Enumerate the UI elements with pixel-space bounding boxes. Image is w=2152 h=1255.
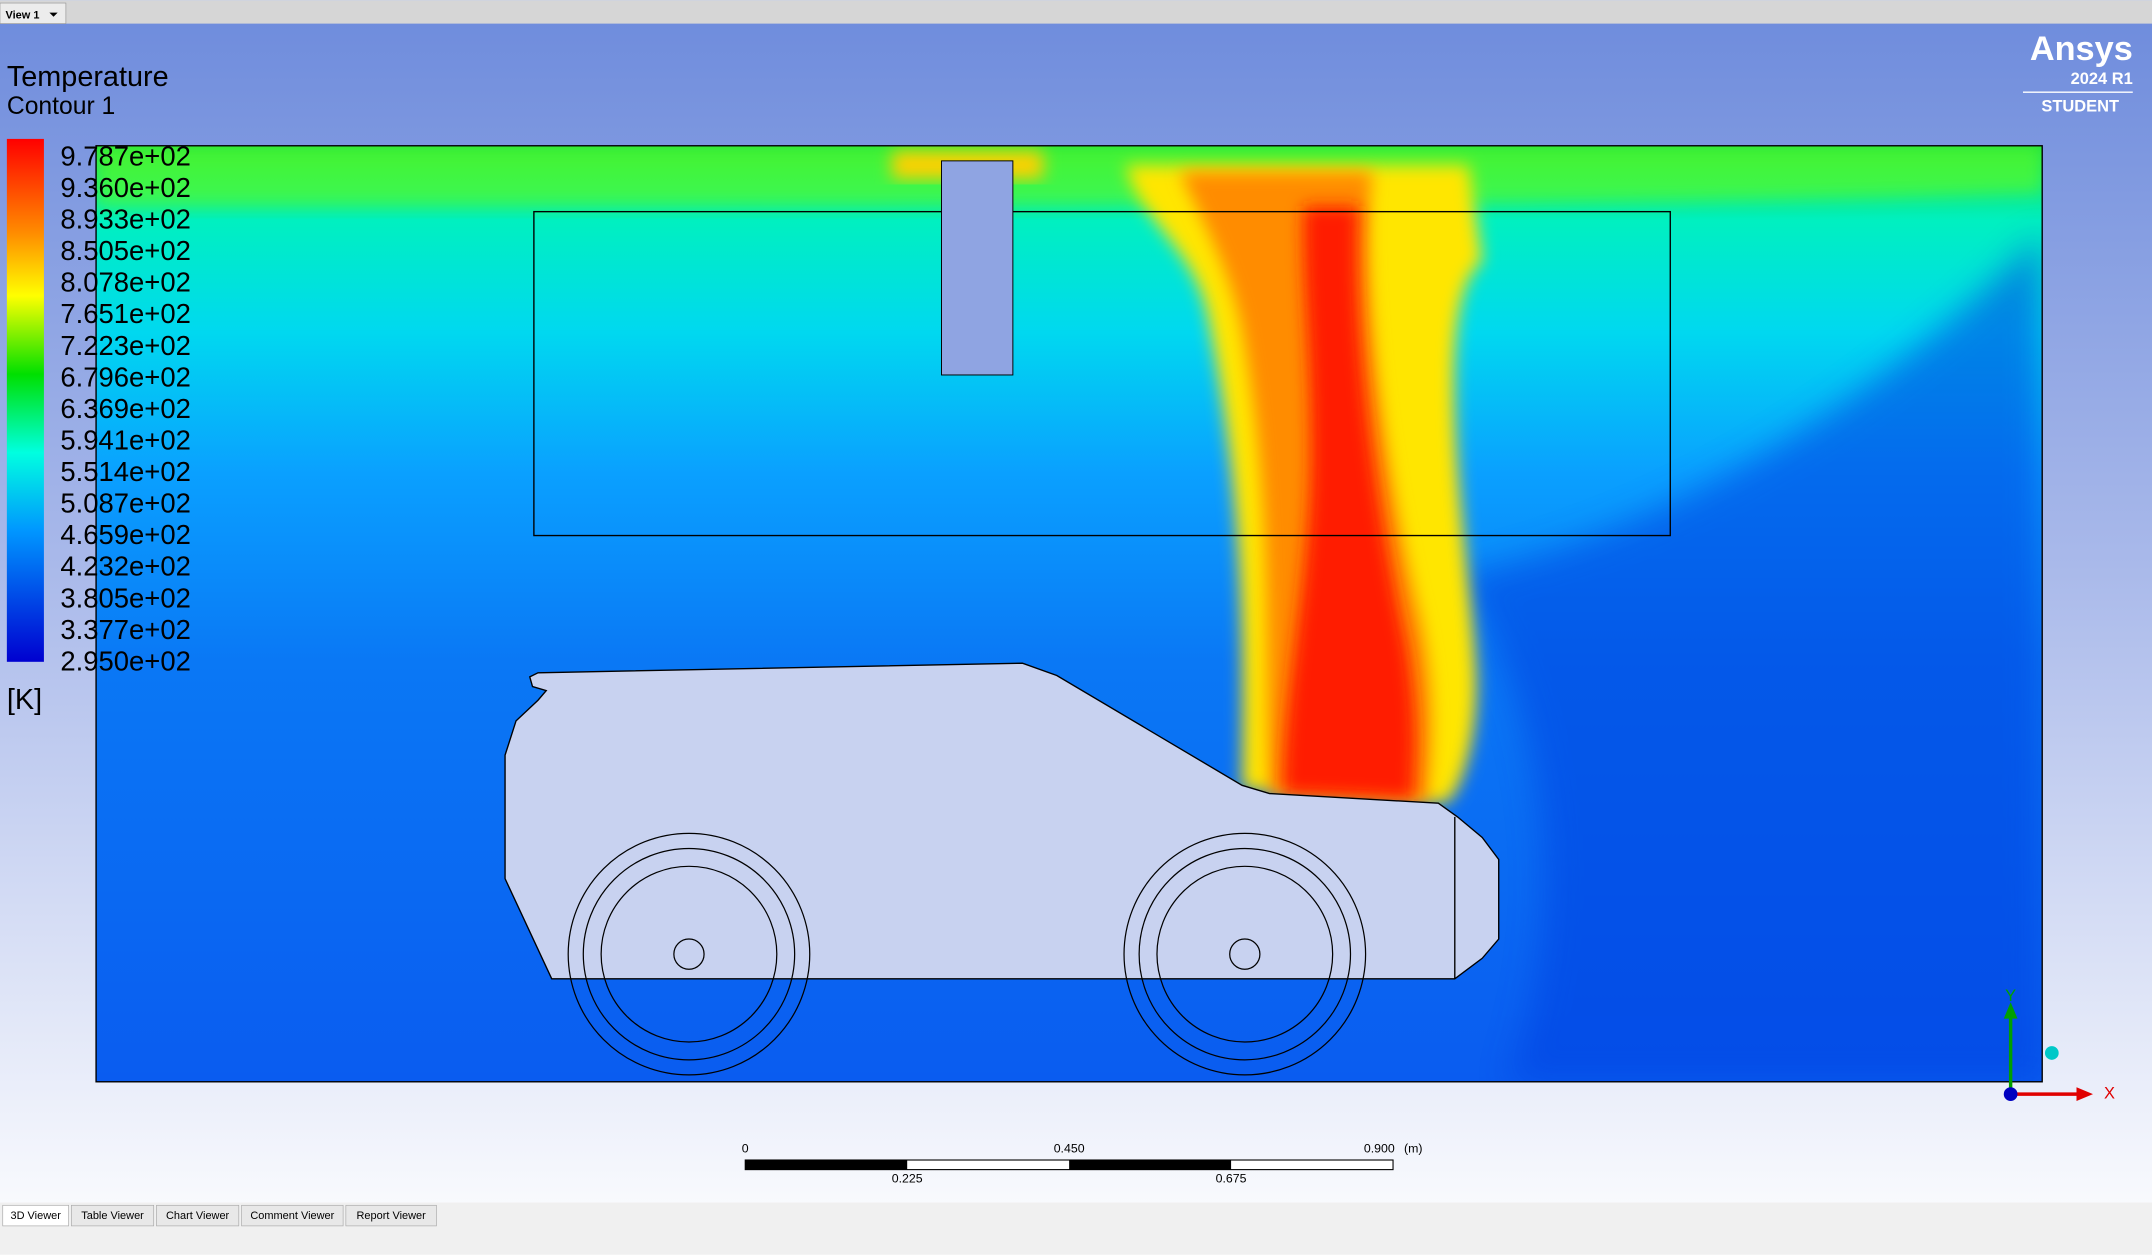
top-bar	[0, 0, 2152, 24]
legend-unit: [K]	[7, 684, 42, 716]
zone-box	[533, 210, 1671, 537]
scale-unit: (m)	[1404, 1141, 1423, 1155]
view-tab[interactable]	[0, 2, 67, 24]
scale-label: 0	[742, 1141, 749, 1155]
scale-label: 0.450	[1054, 1141, 1085, 1155]
tab-bar: 3D Viewer Table Viewer Chart Viewer Comment…	[2, 1204, 437, 1227]
legend-label: 8.933e+02	[60, 204, 190, 235]
tab[interactable]	[71, 1204, 155, 1227]
legend-label: 4.232e+02	[60, 551, 190, 582]
dropdown-arrow	[49, 12, 58, 17]
legend-label: 7.651e+02	[60, 298, 190, 329]
logo-brand: Ansys	[2030, 30, 2133, 68]
tab[interactable]	[156, 1204, 240, 1227]
wheels	[567, 832, 1367, 1076]
legend-label: 5.941e+02	[60, 424, 190, 455]
plume-core	[1283, 206, 1416, 800]
triad-x: X	[2104, 1084, 2115, 1102]
legend-label: 5.087e+02	[60, 488, 190, 519]
tab-label: Chart Viewer	[166, 1210, 230, 1222]
legend-label: 3.805e+02	[60, 582, 190, 613]
logo-edition: STUDENT	[2041, 98, 2119, 116]
legend-label: 6.369e+02	[60, 393, 190, 424]
logo-version: 2024 R1	[2071, 70, 2133, 88]
legend-label: 4.659e+02	[60, 519, 190, 550]
domain-outline	[95, 145, 2043, 1083]
tab-label: 3D Viewer	[10, 1210, 61, 1222]
color-bar	[6, 138, 44, 662]
legend-labels: 9.787e+029.360e+028.933e+028.505e+028.07…	[60, 140, 190, 676]
axis-triad	[2003, 1002, 2093, 1101]
tab-label: Report Viewer	[356, 1210, 426, 1222]
legend-label: 7.223e+02	[60, 330, 190, 361]
triad-y: Y	[2005, 987, 2016, 1005]
legend-label: 9.360e+02	[60, 172, 190, 203]
legend-title: Temperature	[7, 61, 169, 93]
tab[interactable]	[241, 1204, 344, 1227]
legend-label: 8.505e+02	[60, 235, 190, 266]
legend-label: 6.796e+02	[60, 361, 190, 392]
inlet	[941, 160, 1014, 376]
scale-bar	[744, 1159, 1394, 1171]
tab-label: Comment Viewer	[250, 1210, 334, 1222]
legend-label: 8.078e+02	[60, 267, 190, 298]
tab[interactable]	[345, 1204, 437, 1227]
legend-label: 9.787e+02	[60, 140, 190, 171]
scale-label: 0.675	[1216, 1171, 1247, 1185]
legend-subtitle: Contour 1	[7, 93, 115, 120]
scale-label: 0.225	[892, 1171, 923, 1185]
legend-label: 5.514e+02	[60, 456, 190, 487]
scale-label: 0.900	[1364, 1141, 1395, 1155]
warm-top	[96, 145, 2043, 207]
tab-label: Table Viewer	[81, 1210, 144, 1222]
tab[interactable]	[2, 1204, 69, 1227]
car-body	[504, 662, 1500, 980]
cold-region	[1454, 233, 2043, 1082]
legend-label: 2.950e+02	[60, 645, 190, 676]
view-tab-label: View 1	[5, 9, 39, 21]
legend-label: 3.377e+02	[60, 614, 190, 645]
